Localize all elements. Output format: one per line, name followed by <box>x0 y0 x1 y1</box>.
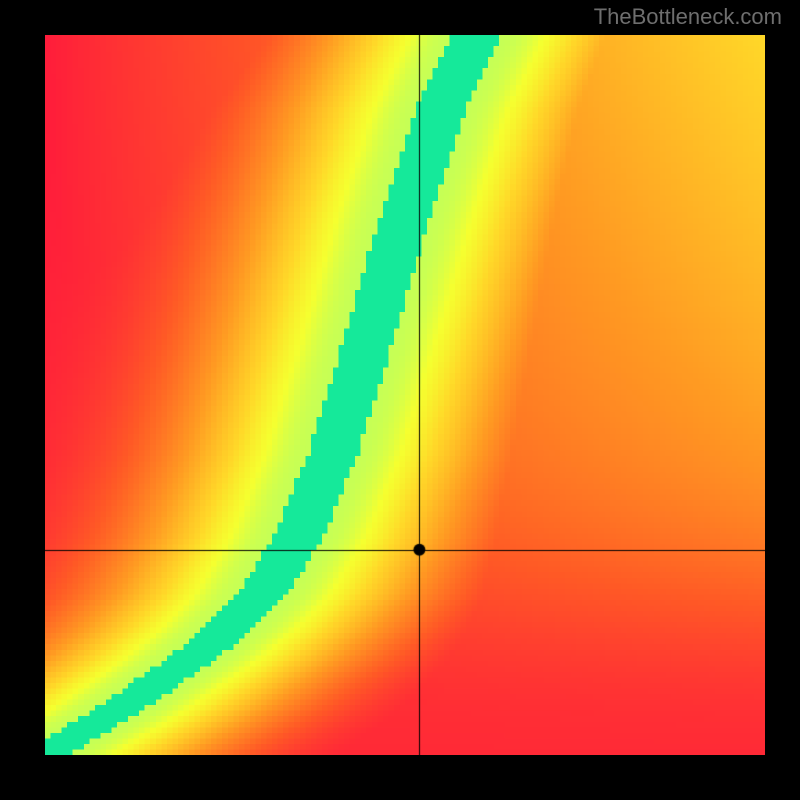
crosshair-overlay <box>45 35 765 755</box>
figure-root: TheBottleneck.com <box>0 0 800 800</box>
attribution-text: TheBottleneck.com <box>594 4 782 30</box>
